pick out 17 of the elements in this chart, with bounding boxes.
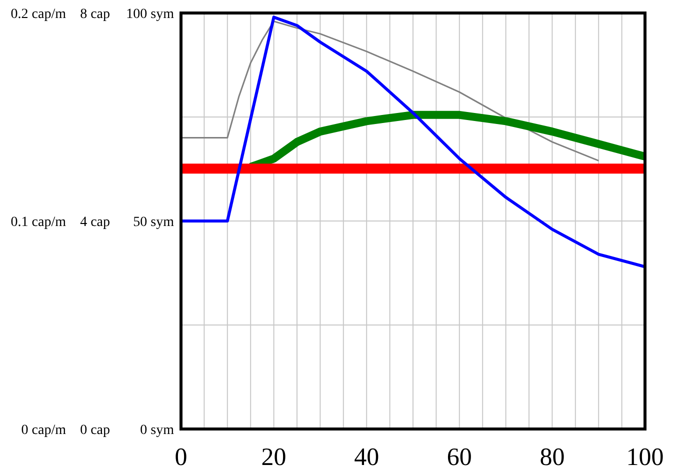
y2-tick-label: 0 cap (80, 422, 110, 438)
y3-tick-label: 0.1 cap/m (10, 214, 66, 230)
x-tick-label: 0 (174, 444, 188, 471)
line-series (180, 16, 646, 268)
x-tick-label: 20 (261, 444, 286, 471)
y3-tick-label: 0.2 cap/m (10, 6, 66, 22)
x-tick-label: 80 (540, 444, 565, 471)
y-tick-label: 100 sym (126, 6, 174, 22)
y2-tick-label: 8 cap (80, 6, 110, 22)
y-tick-label: 50 sym (133, 214, 174, 230)
x-tick-label: 40 (354, 444, 380, 471)
line-series (180, 20, 600, 162)
y2-tick-label: 4 cap (80, 214, 110, 230)
x-tick-label: 100 (626, 444, 664, 471)
y-tick-label: 0 sym (140, 422, 174, 438)
y3-tick-label: 0 cap/m (21, 422, 66, 438)
x-tick-label: 60 (446, 444, 472, 471)
